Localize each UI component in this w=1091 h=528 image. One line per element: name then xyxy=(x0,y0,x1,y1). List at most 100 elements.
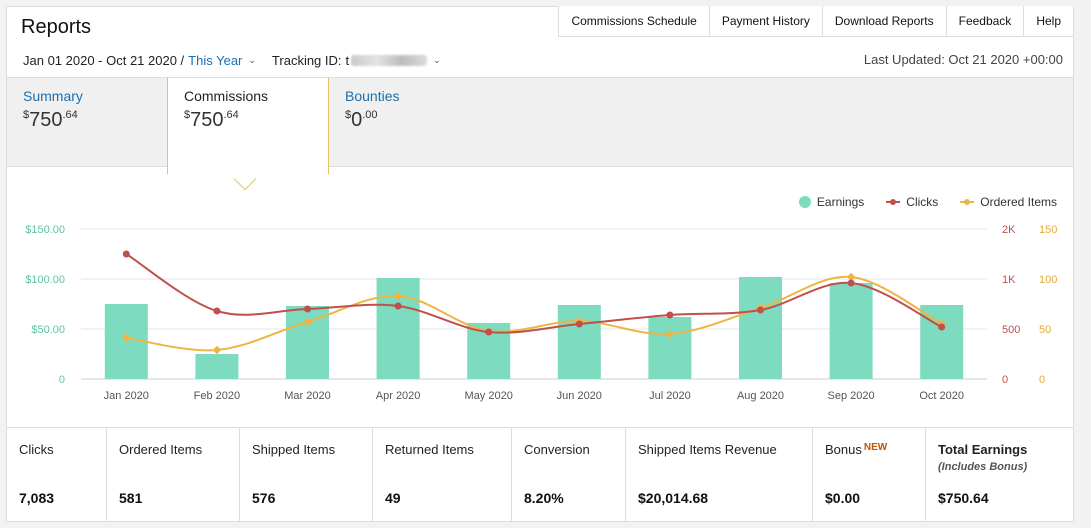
ordered-axis-tick-label: 0 xyxy=(1039,374,1045,386)
stat-total-earnings-value: $750.64 xyxy=(938,490,989,506)
stat-conversion-value: 8.20% xyxy=(524,490,564,506)
stat-shipped-revenue-label: Shipped Items Revenue xyxy=(638,442,777,457)
clicks-point xyxy=(666,311,674,319)
clicks-point xyxy=(938,323,946,331)
x-axis-tick-label: Oct 2020 xyxy=(919,390,964,402)
stat-clicks-label: Clicks xyxy=(19,442,54,457)
clicks-point xyxy=(485,328,493,336)
stat-bonus-label: Bonus NEW xyxy=(825,442,888,457)
earnings-chart: 0 0 0 $50.00 500 50 $100.00 1K 100 $150.00 2K 150 Ja… xyxy=(25,224,1057,402)
earnings-bar xyxy=(648,317,692,379)
tab-commissions-label: Commissions xyxy=(184,88,269,104)
legend-earnings-label: Earnings xyxy=(816,195,865,209)
stat-conversion-label: Conversion xyxy=(524,442,590,457)
stat-shipped-items: Shipped Items 576 xyxy=(239,428,372,522)
stat-returned-items-label: Returned Items xyxy=(385,442,474,457)
tab-commissions-value: $750.64 xyxy=(184,109,239,131)
stat-returned-items-value: 49 xyxy=(385,490,401,506)
x-axis-tick-label: Jul 2020 xyxy=(649,390,691,402)
left-axis-tick-label: 0 xyxy=(59,374,65,386)
tab-summary-value: $750.64 xyxy=(23,109,78,131)
clicks-point xyxy=(122,250,130,258)
last-updated-text: Last Updated: Oct 21 2020 +00:00 xyxy=(863,52,1063,67)
payment-history-button[interactable]: Payment History xyxy=(708,6,822,36)
earnings-bar xyxy=(829,283,873,379)
ordered-items-line-icon xyxy=(960,199,975,205)
x-axis-tick-label: Aug 2020 xyxy=(737,390,784,402)
date-preset-link[interactable]: This Year xyxy=(188,53,243,68)
legend-earnings[interactable]: Earnings xyxy=(798,195,865,209)
reports-card: Reports Commissions Schedule Payment His… xyxy=(6,6,1074,522)
download-reports-button[interactable]: Download Reports xyxy=(821,6,946,36)
legend-ordered-items-label: Ordered Items xyxy=(980,195,1057,209)
x-axis-tick-label: Feb 2020 xyxy=(194,390,240,402)
stat-ordered-items-value: 581 xyxy=(119,490,143,506)
x-axis-tick-label: May 2020 xyxy=(465,390,513,402)
clicks-point xyxy=(847,279,855,287)
top-nav: Commissions Schedule Payment History Dow… xyxy=(558,6,1074,37)
clicks-axis-tick-label: 500 xyxy=(1002,324,1020,336)
earnings-bar xyxy=(739,277,782,379)
chart-legend: Earnings Clicks Ordered Items xyxy=(777,195,1057,209)
feedback-button[interactable]: Feedback xyxy=(945,6,1024,36)
stat-shipped-revenue: Shipped Items Revenue $20,014.68 xyxy=(625,428,812,522)
clicks-point xyxy=(575,320,583,328)
stat-returned-items: Returned Items 49 xyxy=(372,428,511,522)
date-dropdown-chevron-icon[interactable]: ⌄ xyxy=(248,55,256,65)
earnings-bar xyxy=(195,354,239,379)
clicks-line xyxy=(125,253,943,334)
x-axis-tick-label: Sep 2020 xyxy=(828,390,875,402)
tracking-id-redacted xyxy=(351,55,428,66)
tab-summary[interactable]: Summary $750.64 xyxy=(7,78,99,168)
stat-shipped-items-label: Shipped Items xyxy=(252,442,336,457)
tab-bounties-label: Bounties xyxy=(345,88,400,104)
stat-clicks-value: 7,083 xyxy=(19,490,55,506)
stat-bonus: Bonus NEW $0.00 xyxy=(812,428,925,522)
ordered-items-point xyxy=(212,345,222,355)
tab-band: Summary $750.64 Commissions $750.64 Boun… xyxy=(7,77,1073,174)
stat-total-earnings: Total Earnings (Includes Bonus) $750.64 xyxy=(925,428,1073,522)
tracking-id-value[interactable]: t xyxy=(345,53,350,68)
clicks-axis-tick-label: 0 xyxy=(1002,374,1008,386)
x-axis-tick-label: Mar 2020 xyxy=(284,390,330,402)
ordered-items-point xyxy=(665,329,675,339)
stat-total-earnings-label: Total Earnings xyxy=(938,442,1028,457)
x-axis-tick-label: Jan 2020 xyxy=(104,390,149,402)
left-axis-tick-label: $50.00 xyxy=(31,324,65,336)
clicks-axis-tick-label: 1K xyxy=(1002,274,1016,286)
left-axis-tick-label: $150.00 xyxy=(25,224,65,236)
stat-ordered-items-label: Ordered Items xyxy=(119,442,203,457)
commissions-schedule-button[interactable]: Commissions Schedule xyxy=(571,14,697,28)
stat-bonus-value: $0.00 xyxy=(825,490,861,506)
clicks-line-icon xyxy=(886,199,901,205)
tab-commissions[interactable]: Commissions $750.64 xyxy=(167,78,329,174)
tab-bounties[interactable]: Bounties $0.00 xyxy=(329,78,415,168)
earnings-dot-icon xyxy=(798,196,811,208)
stats-bar: Clicks 7,083 Ordered Items 581 Shipped I… xyxy=(7,427,1073,522)
stat-total-earnings-sub: (Includes Bonus) xyxy=(938,461,1028,473)
ordered-axis-tick-label: 100 xyxy=(1039,274,1057,286)
stat-clicks: Clicks 7,083 xyxy=(7,428,106,522)
clicks-axis-tick-label: 2K xyxy=(1002,224,1016,236)
legend-clicks[interactable]: Clicks xyxy=(886,195,938,209)
stat-shipped-revenue-value: $20,014.68 xyxy=(638,490,709,506)
ordered-items-point xyxy=(303,317,312,327)
date-range-text: Jan 01 2020 - Oct 21 2020 / xyxy=(23,53,185,68)
filters-bar: Jan 01 2020 - Oct 21 2020 / This Year ⌄ … xyxy=(23,53,441,68)
legend-ordered-items[interactable]: Ordered Items xyxy=(960,195,1057,209)
help-button[interactable]: Help xyxy=(1023,6,1073,36)
clicks-point xyxy=(394,302,402,310)
ordered-axis-tick-label: 50 xyxy=(1039,324,1051,336)
earnings-bar xyxy=(920,305,964,379)
clicks-point xyxy=(757,306,764,314)
x-axis-tick-label: Jun 2020 xyxy=(557,390,602,402)
page-title: Reports xyxy=(21,16,92,38)
tracking-dropdown-chevron-icon[interactable]: ⌄ xyxy=(433,55,441,65)
stat-shipped-items-value: 576 xyxy=(252,490,276,506)
clicks-point xyxy=(304,305,311,313)
tracking-label: Tracking ID: xyxy=(271,53,342,68)
tab-summary-label: Summary xyxy=(23,88,83,104)
ordered-items-point xyxy=(122,333,131,343)
ordered-items-line xyxy=(126,275,943,352)
stat-conversion: Conversion 8.20% xyxy=(511,428,625,522)
